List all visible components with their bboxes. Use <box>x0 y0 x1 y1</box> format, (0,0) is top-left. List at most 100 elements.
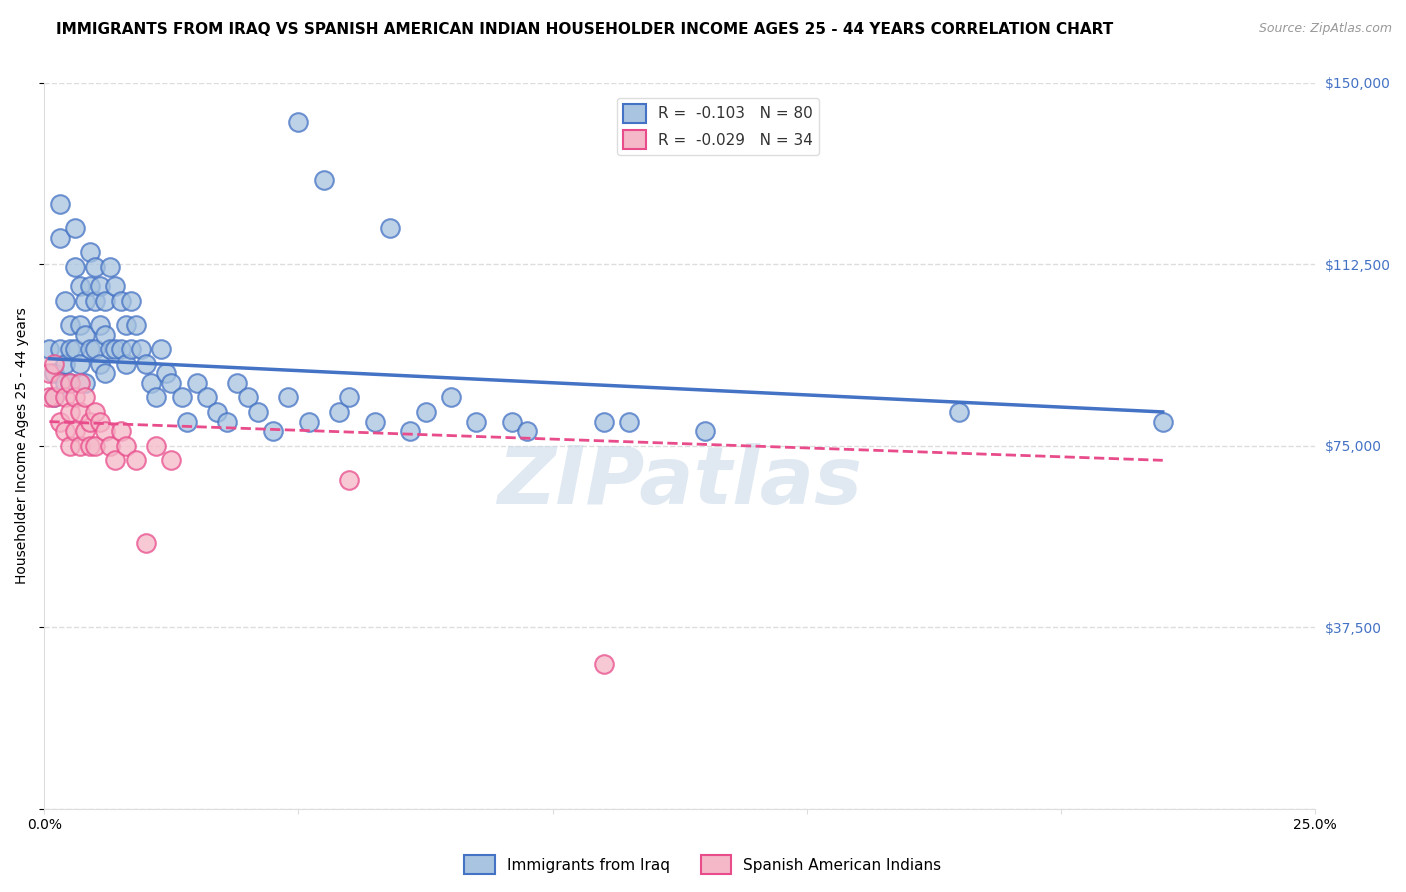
Point <box>79 245 101 260</box>
Point <box>129 342 152 356</box>
Point <box>150 342 173 356</box>
Point <box>170 391 193 405</box>
Point <box>125 453 148 467</box>
Legend: Immigrants from Iraq, Spanish American Indians: Immigrants from Iraq, Spanish American I… <box>458 849 948 880</box>
Point <box>94 366 117 380</box>
Point <box>69 376 91 390</box>
Point <box>145 391 167 405</box>
Point <box>53 293 76 308</box>
Point <box>73 425 96 439</box>
Point <box>79 342 101 356</box>
Point <box>415 405 437 419</box>
Point <box>69 439 91 453</box>
Point <box>48 197 70 211</box>
Point <box>337 473 360 487</box>
Point <box>38 366 60 380</box>
Point <box>79 439 101 453</box>
Point <box>48 415 70 429</box>
Point <box>59 318 82 332</box>
Point <box>104 342 127 356</box>
Point <box>59 342 82 356</box>
Point <box>84 342 107 356</box>
Text: ZIPatlas: ZIPatlas <box>498 443 862 521</box>
Point <box>79 415 101 429</box>
Point <box>73 391 96 405</box>
Point <box>277 391 299 405</box>
Point <box>94 425 117 439</box>
Point <box>465 415 488 429</box>
Point <box>236 391 259 405</box>
Point <box>73 327 96 342</box>
Point <box>84 439 107 453</box>
Point <box>89 279 111 293</box>
Point <box>84 260 107 274</box>
Point <box>44 366 66 380</box>
Point <box>114 318 136 332</box>
Point <box>195 391 218 405</box>
Point <box>145 439 167 453</box>
Point <box>69 357 91 371</box>
Point <box>104 453 127 467</box>
Point <box>59 405 82 419</box>
Point <box>59 376 82 390</box>
Point <box>298 415 321 429</box>
Point <box>84 405 107 419</box>
Point <box>120 342 142 356</box>
Point <box>59 376 82 390</box>
Point <box>104 279 127 293</box>
Point <box>53 425 76 439</box>
Point <box>114 357 136 371</box>
Point <box>98 439 121 453</box>
Text: Source: ZipAtlas.com: Source: ZipAtlas.com <box>1258 22 1392 36</box>
Point <box>592 657 614 671</box>
Point <box>89 318 111 332</box>
Point <box>617 415 640 429</box>
Point <box>44 391 66 405</box>
Point <box>695 425 717 439</box>
Point <box>312 172 335 186</box>
Point <box>120 293 142 308</box>
Point <box>48 231 70 245</box>
Legend: R =  -0.103   N = 80, R =  -0.029   N = 34: R = -0.103 N = 80, R = -0.029 N = 34 <box>617 98 820 155</box>
Point <box>125 318 148 332</box>
Point <box>262 425 284 439</box>
Point <box>399 425 422 439</box>
Point <box>139 376 162 390</box>
Point <box>53 391 76 405</box>
Point <box>63 260 86 274</box>
Point <box>63 425 86 439</box>
Point <box>53 376 76 390</box>
Point <box>516 425 538 439</box>
Point <box>246 405 269 419</box>
Point <box>59 439 82 453</box>
Point <box>110 293 132 308</box>
Point <box>69 405 91 419</box>
Point <box>94 293 117 308</box>
Point <box>73 293 96 308</box>
Point <box>155 366 177 380</box>
Point <box>135 357 157 371</box>
Point <box>44 391 66 405</box>
Point <box>63 391 86 405</box>
Point <box>110 342 132 356</box>
Point <box>69 279 91 293</box>
Point <box>378 221 401 235</box>
Point <box>94 327 117 342</box>
Point <box>592 415 614 429</box>
Point <box>364 415 387 429</box>
Point <box>63 221 86 235</box>
Text: IMMIGRANTS FROM IRAQ VS SPANISH AMERICAN INDIAN HOUSEHOLDER INCOME AGES 25 - 44 : IMMIGRANTS FROM IRAQ VS SPANISH AMERICAN… <box>56 22 1114 37</box>
Point <box>38 391 60 405</box>
Point <box>186 376 208 390</box>
Point <box>84 293 107 308</box>
Point <box>110 425 132 439</box>
Point <box>328 405 350 419</box>
Point <box>69 318 91 332</box>
Point <box>217 415 239 429</box>
Point <box>48 376 70 390</box>
Point <box>73 376 96 390</box>
Point <box>89 415 111 429</box>
Point <box>63 342 86 356</box>
Point <box>135 535 157 549</box>
Point <box>440 391 463 405</box>
